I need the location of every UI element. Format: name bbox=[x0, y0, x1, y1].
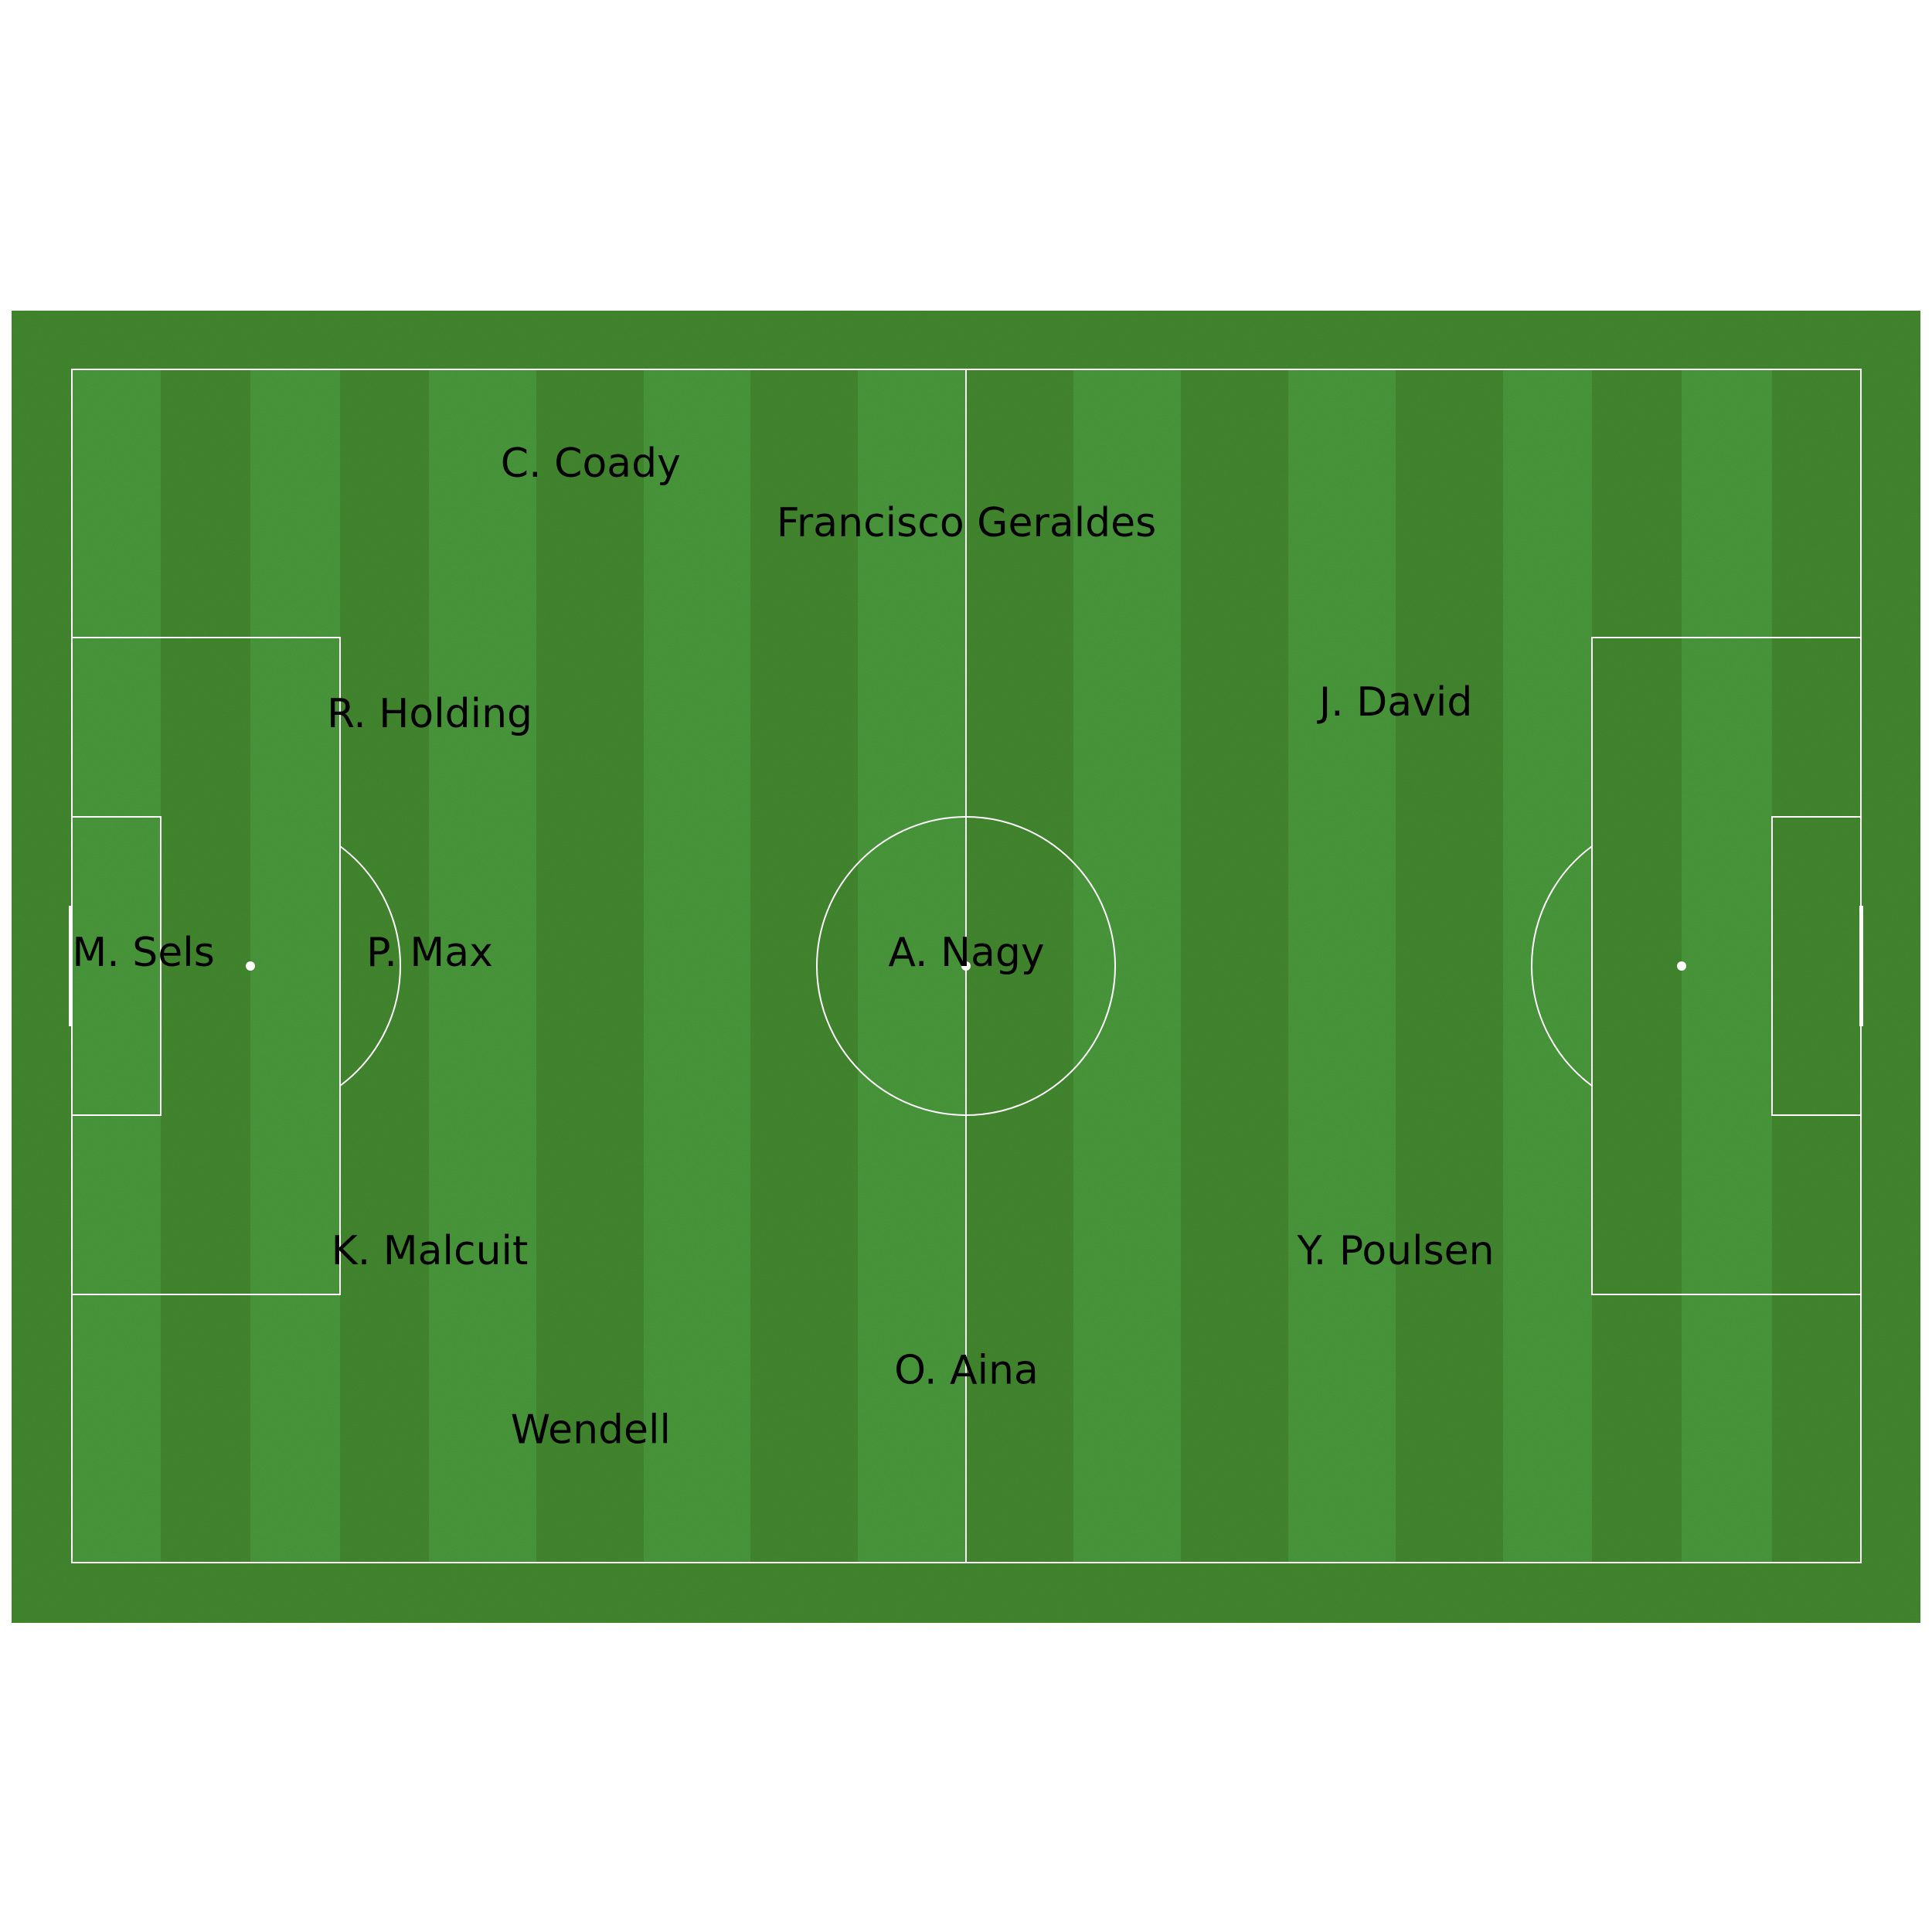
player-label-wendell: Wendell bbox=[511, 1407, 671, 1454]
player-label-r-holding: R. Holding bbox=[327, 691, 532, 737]
player-label-o-aina: O. Aina bbox=[894, 1347, 1039, 1393]
player-labels: M. Sels P. Max R. Holding K. Malcuit C. Coad… bbox=[72, 440, 1494, 1454]
left-goal-post bbox=[69, 906, 73, 1026]
right-goal-post bbox=[1859, 906, 1863, 1026]
player-label-k-malcuit: K. Malcuit bbox=[332, 1228, 529, 1274]
player-label-j-david: J. David bbox=[1317, 679, 1473, 726]
player-label-francisco-geraldes: Francisco Geraldes bbox=[777, 500, 1156, 546]
right-penalty-spot bbox=[1677, 961, 1686, 971]
player-label-a-nagy: A. Nagy bbox=[888, 930, 1044, 976]
left-penalty-spot bbox=[246, 961, 255, 971]
player-label-m-sels: M. Sels bbox=[72, 930, 214, 976]
center-circle bbox=[816, 816, 1116, 1116]
center-spot bbox=[961, 961, 971, 971]
player-label-c-coady: C. Coady bbox=[501, 440, 681, 487]
pitch-spots bbox=[69, 906, 1863, 1026]
right-penalty-arc bbox=[1530, 845, 1593, 1087]
player-label-y-poulsen: Y. Poulsen bbox=[1297, 1228, 1495, 1274]
player-label-p-max: P. Max bbox=[366, 930, 493, 976]
left-penalty-arc bbox=[339, 845, 402, 1087]
